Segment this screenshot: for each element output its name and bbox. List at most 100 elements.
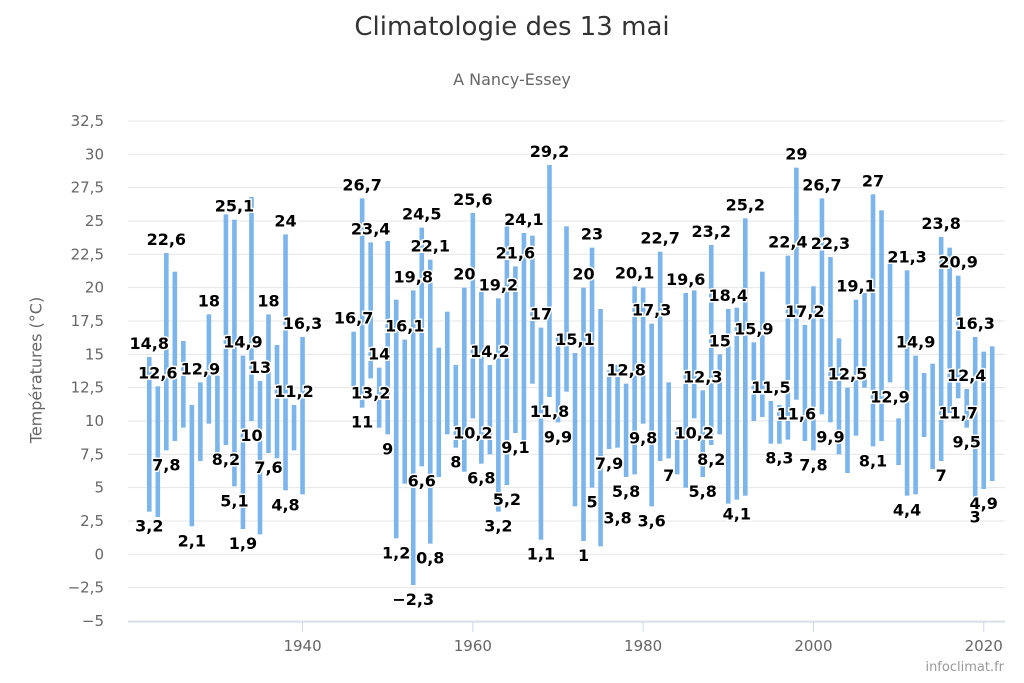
chart-subtitle: A Nancy-Essey (453, 70, 571, 89)
data-label: 11,5 (751, 378, 790, 397)
y-tick-label: 7,5 (80, 445, 104, 463)
range-bar (206, 314, 212, 424)
data-label: 5,8 (612, 482, 640, 501)
data-label: 9,8 (629, 429, 657, 448)
data-label: 20,9 (938, 253, 977, 272)
range-bar (427, 259, 433, 544)
data-label: 12,9 (870, 387, 909, 406)
range-bar (785, 255, 791, 440)
range-bar (606, 370, 612, 449)
range-bar (802, 325, 808, 441)
data-label: 23,8 (921, 214, 960, 233)
range-bar (402, 339, 408, 484)
x-tick-label: 2000 (794, 637, 832, 655)
range-bar (751, 342, 757, 421)
range-bar (155, 386, 161, 517)
data-label: 1,1 (527, 545, 555, 564)
range-bar (530, 235, 535, 384)
data-label: 4,8 (271, 495, 299, 514)
data-label: 6,6 (408, 471, 436, 490)
data-label: 8,2 (697, 450, 725, 469)
range-bar (436, 347, 442, 477)
range-bar (811, 286, 816, 451)
data-label: 4,1 (723, 505, 751, 524)
data-label: 3,8 (603, 509, 631, 528)
data-label: 19,8 (393, 267, 432, 286)
y-tick-label: 2,5 (80, 512, 104, 530)
data-label: 9,9 (816, 427, 844, 446)
data-label: 19,2 (479, 275, 518, 294)
range-bar (964, 389, 969, 428)
range-bar (393, 299, 399, 539)
range-bar (989, 346, 995, 481)
range-bar (717, 354, 723, 435)
range-bar (189, 405, 195, 527)
y-axis-ticks: 32,5 30 27,5 25 22,5 20 17,5 15 12,5 10 7,5 5 2,5 0 −2… (68, 112, 104, 630)
chart-title: Climatologie des 13 mai (354, 12, 670, 42)
y-tick-label: 22,5 (71, 245, 104, 263)
y-tick-label: 17,5 (71, 312, 104, 330)
temperature-bars (146, 165, 995, 585)
range-bar (708, 245, 714, 445)
data-label: 17,2 (785, 302, 824, 321)
range-bar (419, 227, 425, 467)
data-label: 3,2 (484, 517, 512, 536)
range-bar (768, 401, 774, 444)
range-bar (862, 293, 867, 388)
range-bar (376, 367, 382, 428)
data-label: 6,8 (467, 469, 495, 488)
range-bar (938, 237, 944, 461)
range-bar (291, 405, 297, 451)
range-bar (640, 287, 646, 424)
range-bar (453, 365, 459, 448)
data-label: 11,7 (938, 403, 977, 422)
range-bar (913, 355, 918, 495)
y-tick-label: 30 (85, 145, 104, 163)
data-label: 10,2 (453, 423, 492, 442)
range-bar (674, 431, 680, 475)
data-label: 15,9 (734, 319, 773, 338)
data-label: 24,5 (402, 205, 441, 224)
data-label: 1,2 (382, 543, 410, 562)
range-bar (223, 214, 229, 445)
data-label: 5 (586, 493, 597, 512)
data-label: 14,9 (223, 333, 262, 352)
data-label: 21,6 (496, 243, 535, 262)
data-label: 0,8 (416, 549, 444, 568)
data-label: 12,9 (181, 359, 220, 378)
range-bar (572, 353, 578, 507)
range-bar (777, 405, 782, 444)
data-label: 14,2 (470, 342, 509, 361)
range-bar (649, 323, 654, 507)
data-label: 10,2 (674, 423, 713, 442)
credits-link[interactable]: infoclimat.fr (925, 660, 1004, 675)
data-label: 3,2 (135, 517, 163, 536)
range-bar (615, 365, 620, 448)
x-tick-label: 1940 (283, 637, 321, 655)
y-tick-label: 25 (85, 212, 104, 230)
range-bar (691, 290, 697, 419)
data-label: 23 (581, 225, 603, 244)
data-label: 22,7 (640, 229, 679, 248)
data-label: 16,1 (385, 317, 424, 336)
range-bar (870, 194, 876, 447)
range-bar (623, 383, 629, 477)
range-bar (921, 373, 927, 437)
data-label: 25,2 (726, 195, 765, 214)
range-bar (385, 241, 390, 435)
data-label: 25,6 (453, 190, 492, 209)
data-label: 4,4 (893, 501, 921, 520)
data-label: 18 (257, 291, 279, 310)
data-label: 7,9 (595, 454, 623, 473)
range-bar (146, 357, 152, 512)
range-bar (462, 287, 467, 472)
range-bar (666, 382, 671, 459)
range-bar (300, 337, 305, 495)
range-bar (181, 341, 186, 428)
range-bar (947, 247, 952, 413)
range-bar (266, 314, 271, 453)
range-bar (555, 334, 561, 423)
data-label: 15,1 (555, 330, 594, 349)
range-bar (232, 219, 237, 487)
data-label: 18 (198, 291, 220, 310)
